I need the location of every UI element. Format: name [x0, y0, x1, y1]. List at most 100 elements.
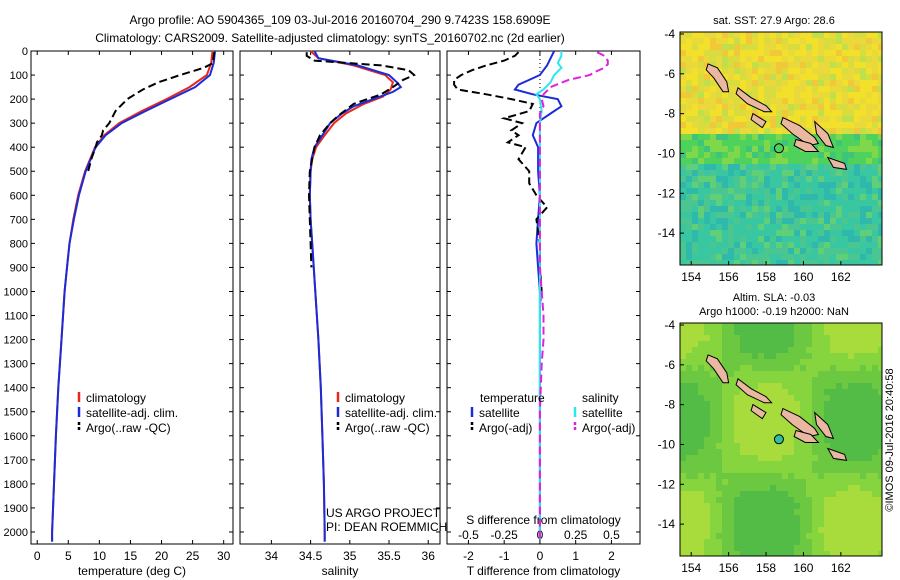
map-cell: [848, 509, 854, 515]
map-cell: [746, 56, 752, 62]
map-cell: [842, 170, 848, 176]
map-cell: [710, 218, 716, 224]
map-cell: [806, 347, 812, 353]
map-cell: [806, 32, 812, 38]
map-cell: [794, 50, 800, 56]
map-cell: [818, 449, 824, 455]
map-cell: [746, 347, 752, 353]
map-cell: [770, 509, 776, 515]
map-cell: [794, 365, 800, 371]
map-cell: [782, 140, 788, 146]
map-cell: [746, 539, 752, 545]
map-cell: [692, 383, 698, 389]
map-cell: [704, 371, 710, 377]
map-cell: [878, 413, 882, 419]
map-cell: [776, 146, 782, 152]
map-cell: [830, 104, 836, 110]
map-cell: [782, 419, 788, 425]
map-cell: [680, 134, 686, 140]
map-cell: [728, 413, 734, 419]
map-cell: [878, 62, 882, 68]
map-cell: [830, 503, 836, 509]
map-cell: [800, 92, 806, 98]
map-cell: [680, 485, 686, 491]
map-cell: [746, 509, 752, 515]
map-cell: [836, 38, 842, 44]
map-cell: [824, 236, 830, 242]
legend-title-salinity: salinity: [582, 391, 619, 405]
map-cell: [854, 371, 860, 377]
map-cell: [818, 230, 824, 236]
map-cell: [734, 152, 740, 158]
map-x-tick-label: 156: [719, 561, 739, 575]
map-cell: [860, 497, 866, 503]
map-cell: [824, 74, 830, 80]
map-cell: [782, 188, 788, 194]
map-cell: [758, 389, 764, 395]
map-cell: [836, 206, 842, 212]
map-cell: [764, 521, 770, 527]
island-shape: [750, 112, 767, 129]
map-cell: [854, 467, 860, 473]
map-cell: [866, 383, 872, 389]
map-cell: [818, 152, 824, 158]
map-cell: [734, 323, 740, 329]
map-cell: [776, 527, 782, 533]
map-cell: [776, 212, 782, 218]
map-cell: [860, 164, 866, 170]
map-cell: [746, 383, 752, 389]
map-cell: [692, 527, 698, 533]
map-cell: [842, 419, 848, 425]
map-cell: [776, 128, 782, 134]
map-cell: [842, 383, 848, 389]
map-cell: [836, 50, 842, 56]
x2-axis-label: S difference from climatology: [466, 513, 621, 527]
map-cell: [692, 509, 698, 515]
map-cell: [746, 62, 752, 68]
map-cell: [716, 539, 722, 545]
map-cell: [812, 56, 818, 62]
map-cell: [740, 74, 746, 80]
series-line-argoS: [538, 51, 609, 540]
map-cell: [716, 431, 722, 437]
map-cell: [746, 182, 752, 188]
map-cell: [806, 170, 812, 176]
map-cell: [782, 449, 788, 455]
map-cell: [770, 533, 776, 539]
map-cell: [794, 146, 800, 152]
map-cell: [752, 323, 758, 329]
map-cell: [866, 176, 872, 182]
map-cell: [722, 56, 728, 62]
map-cell: [758, 182, 764, 188]
map-cell: [866, 395, 872, 401]
map-cell: [824, 515, 830, 521]
map-cell: [686, 497, 692, 503]
map-cell: [830, 176, 836, 182]
map-cell: [830, 377, 836, 383]
map-cell: [716, 32, 722, 38]
map-cell: [836, 461, 842, 467]
map-cell: [806, 455, 812, 461]
map-cell: [692, 116, 698, 122]
map-cell: [806, 503, 812, 509]
map-cell: [728, 260, 734, 265]
map-cell: [872, 431, 878, 437]
map-cell: [836, 491, 842, 497]
map-cell: [842, 230, 848, 236]
map-cell: [716, 527, 722, 533]
map-cell: [752, 515, 758, 521]
map-cell: [860, 527, 866, 533]
map-cell: [728, 491, 734, 497]
map-cell: [722, 515, 728, 521]
map-cell: [854, 32, 860, 38]
map-cell: [740, 527, 746, 533]
map-cell: [830, 116, 836, 122]
map-cell: [824, 230, 830, 236]
map-cell: [764, 425, 770, 431]
map-cell: [788, 110, 794, 116]
map-cell: [872, 116, 878, 122]
map-cell: [734, 341, 740, 347]
map-cell: [692, 425, 698, 431]
map-cell: [788, 497, 794, 503]
map-cell: [860, 431, 866, 437]
